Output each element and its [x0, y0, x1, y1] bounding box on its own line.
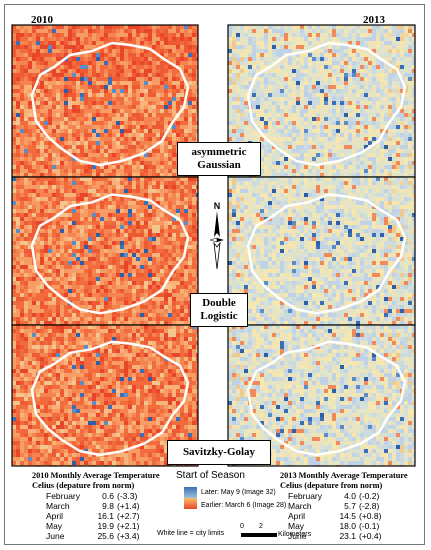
stats-month: May: [288, 521, 305, 531]
temperature-stats-2010: 2010 Monthly Average Temperature Celius …: [32, 471, 160, 541]
stats-row: February 0.6 (-3.3): [32, 491, 160, 501]
stats-month: June: [288, 531, 307, 541]
year-label-right: 2013: [363, 14, 385, 26]
stats-departure: (+0.8): [359, 511, 382, 521]
temperature-stats-2013: 2013 Monthly Average Temperature Celius …: [280, 471, 408, 541]
legend-swatch-earlier: [184, 498, 197, 509]
stats-row: April 14.5 (+0.8): [280, 511, 408, 521]
stats-row: May 18.0 (-0.1): [280, 521, 408, 531]
method-label-line: Logistic: [200, 310, 238, 322]
stats-row: February 4.0 (-0.2): [280, 491, 408, 501]
stats-departure: (-3.3): [117, 491, 138, 501]
legend-earlier-text: Earlier: March 6 (Image 28): [201, 502, 287, 509]
stats-title: 2013 Monthly Average Temperature: [280, 471, 408, 480]
stats-value: 9.8: [102, 501, 114, 511]
scale-bar-line: [241, 533, 277, 537]
legend-later-text: Later: May 9 (Image 32): [201, 489, 276, 496]
stats-month: May: [46, 521, 63, 531]
legend-title: Start of Season: [176, 470, 245, 481]
stats-row: May 19.9 (+2.1): [32, 521, 160, 531]
stats-row: June 23.1 (+0.4): [280, 531, 408, 541]
legend-swatch-later: [184, 487, 197, 498]
stats-month: April: [46, 511, 64, 521]
stats-row: June 25.6 (+3.4): [32, 531, 160, 541]
method-label-line: Savitzky-Golay: [182, 446, 256, 458]
stats-value: 23.1: [339, 531, 356, 541]
method-label-line: asymmetric: [191, 146, 247, 158]
stats-subtitle: Celius (depature from norm): [32, 481, 135, 490]
stats-row: March 5.7 (-2.8): [280, 501, 408, 511]
stats-month: March: [46, 501, 70, 511]
stats-departure: (-0.1): [359, 521, 380, 531]
legend-city-limits-note: White line = city limits: [157, 530, 225, 537]
stats-value: 14.5: [339, 511, 356, 521]
north-label: N: [213, 201, 221, 211]
stats-departure: (+2.1): [117, 521, 140, 531]
method-label-double-logistic: Double Logistic: [190, 293, 248, 327]
method-label-line: Gaussian: [197, 159, 241, 171]
stats-row: March 9.8 (+1.4): [32, 501, 160, 511]
stats-value: 4.0: [344, 491, 356, 501]
stats-month: April: [288, 511, 306, 521]
scale-two: 2: [259, 523, 263, 530]
north-arrow: N: [208, 201, 224, 271]
stats-month: February: [46, 491, 81, 501]
stats-row: April 16.1 (+2.7): [32, 511, 160, 521]
stats-month: February: [288, 491, 323, 501]
stats-departure: (+2.7): [117, 511, 140, 521]
stats-value: 0.6: [102, 491, 114, 501]
figure-frame: [4, 4, 425, 545]
year-label-left: 2010: [31, 14, 53, 26]
scale-zero: 0: [240, 523, 244, 530]
scale-unit: Kilometers: [278, 531, 312, 538]
stats-departure: (+0.4): [359, 531, 382, 541]
stats-departure: (+3.4): [117, 531, 140, 541]
method-label-savitzky-golay: Savitzky-Golay: [167, 440, 271, 465]
stats-departure: (+1.4): [117, 501, 140, 511]
stats-value: 18.0: [339, 521, 356, 531]
stats-value: 16.1: [97, 511, 114, 521]
stats-title: 2010 Monthly Average Temperature: [32, 471, 160, 480]
stats-value: 5.7: [344, 501, 356, 511]
north-arrow-icon: [208, 211, 224, 270]
method-label-asymmetric-gaussian: asymmetric Gaussian: [177, 142, 261, 176]
stats-value: 19.9: [97, 521, 114, 531]
stats-subtitle: Celius (depature from norm): [280, 481, 383, 490]
stats-month: June: [46, 531, 65, 541]
stats-departure: (-2.8): [359, 501, 380, 511]
stats-value: 25.6: [97, 531, 114, 541]
stats-month: March: [288, 501, 312, 511]
stats-departure: (-0.2): [359, 491, 380, 501]
method-label-line: Double: [202, 297, 236, 309]
